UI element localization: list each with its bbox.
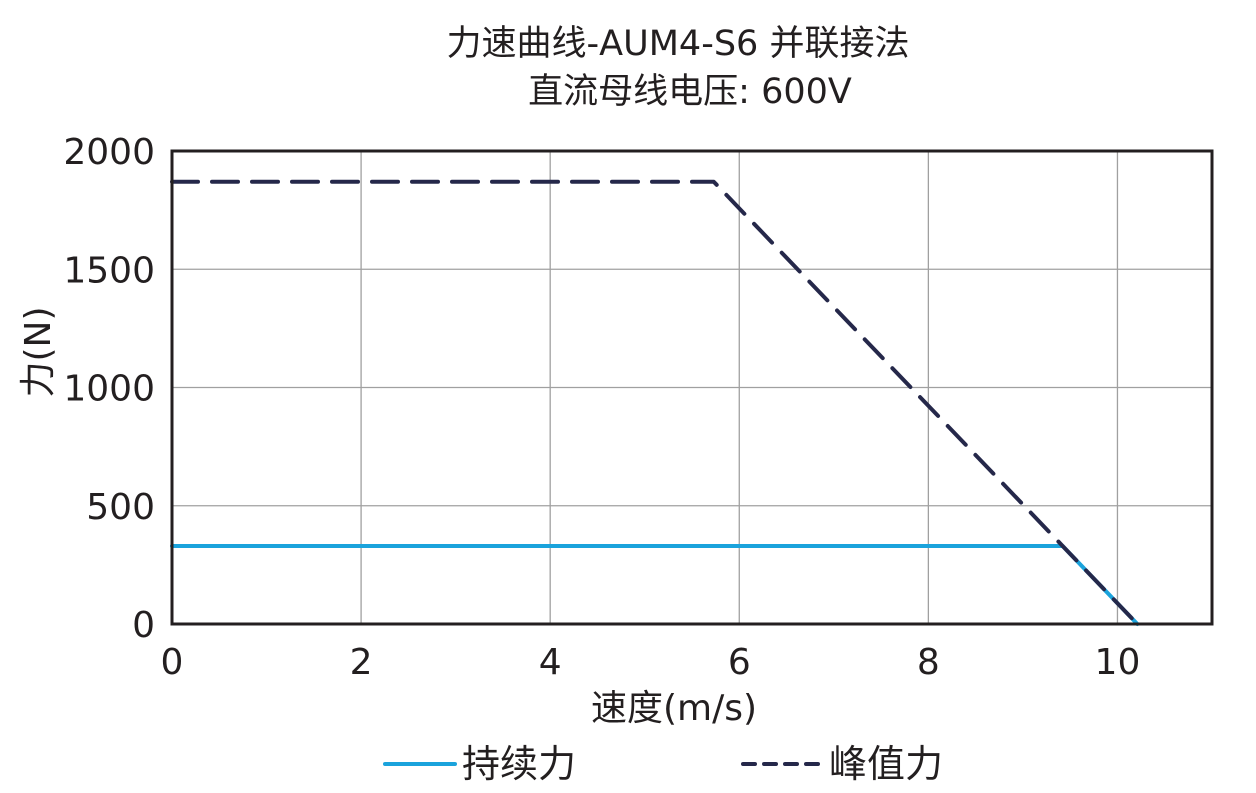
y-tick-label: 2000 xyxy=(63,132,155,173)
y-tick-label: 0 xyxy=(132,605,155,646)
legend-item: 峰值力 xyxy=(741,742,943,786)
data-series xyxy=(170,179,1140,626)
grid-lines xyxy=(172,151,1212,624)
y-axis-label: 力(N) xyxy=(18,306,59,397)
x-tick-labels: 0 2 4 6 8 10 xyxy=(161,642,1141,683)
chart-subtitle: 直流母线电压: 600V xyxy=(528,72,852,112)
y-tick-labels: 0 500 1000 1500 2000 xyxy=(63,132,155,646)
legend-label: 持续力 xyxy=(462,742,576,786)
x-tick-label: 6 xyxy=(728,642,751,683)
x-tick-label: 8 xyxy=(917,642,940,683)
legend-item: 持续力 xyxy=(383,742,576,786)
x-tick-label: 0 xyxy=(161,642,184,683)
chart-title: 力速曲线-AUM4-S6 并联接法 xyxy=(447,24,910,64)
chart-title-group: 力速曲线-AUM4-S6 并联接法 直流母线电压: 600V xyxy=(447,24,910,112)
x-tick-label: 4 xyxy=(539,642,562,683)
legend-label: 峰值力 xyxy=(829,742,943,786)
x-tick-label: 10 xyxy=(1095,642,1141,683)
x-tick-label: 2 xyxy=(350,642,373,683)
series-line-solid xyxy=(170,543,1140,626)
x-axis-label: 速度(m/s) xyxy=(591,688,757,729)
plot-frame xyxy=(170,149,1214,626)
series-line-dashed xyxy=(170,179,1140,626)
y-tick-label: 500 xyxy=(86,487,155,528)
y-tick-label: 1000 xyxy=(63,369,155,410)
y-tick-label: 1500 xyxy=(63,250,155,291)
legend: 持续力 峰值力 xyxy=(383,742,943,786)
